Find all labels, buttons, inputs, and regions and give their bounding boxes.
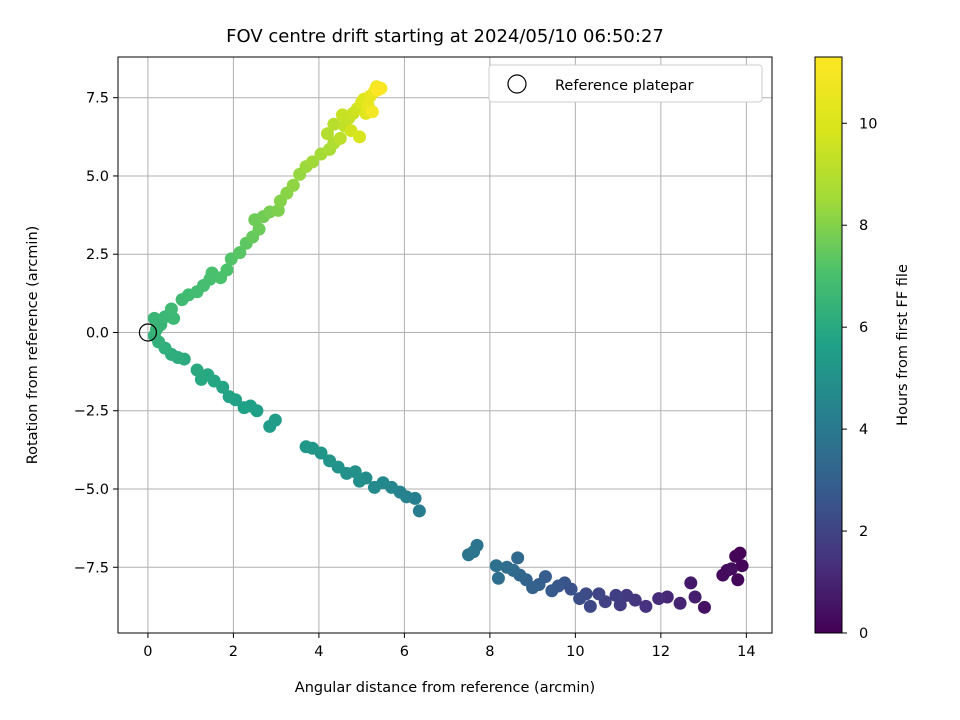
legend: Reference platepar bbox=[488, 64, 763, 103]
x-tick-label: 0 bbox=[143, 644, 152, 660]
data-point bbox=[323, 454, 337, 468]
grid bbox=[118, 57, 772, 633]
data-point bbox=[327, 117, 341, 131]
x-axis-ticks: 0 2 4 6 8 10 12 14 bbox=[143, 633, 756, 660]
x-tick-label: 6 bbox=[400, 644, 409, 660]
data-point bbox=[263, 419, 277, 433]
colorbar-tick-label: 10 bbox=[859, 116, 877, 132]
data-point bbox=[333, 131, 347, 145]
data-point bbox=[583, 599, 597, 613]
data-point bbox=[367, 480, 381, 494]
data-point bbox=[620, 588, 634, 602]
colorbar-tick-label: 6 bbox=[859, 320, 868, 336]
data-point bbox=[305, 155, 319, 169]
legend-open-circle-marker bbox=[507, 74, 527, 94]
data-point bbox=[365, 105, 379, 119]
data-point bbox=[220, 263, 234, 277]
data-point bbox=[511, 551, 525, 565]
y-tick-label: −7.5 bbox=[74, 560, 109, 576]
colorbar-tick-label: 2 bbox=[859, 524, 868, 540]
data-point bbox=[467, 545, 481, 559]
y-axis-ticks: −7.5 −5.0 −2.5 0.0 2.5 5.0 7.5 bbox=[74, 91, 118, 576]
data-point bbox=[688, 590, 702, 604]
data-point bbox=[500, 560, 514, 574]
x-tick-label: 4 bbox=[314, 644, 323, 660]
data-point bbox=[190, 363, 204, 377]
legend-label: Reference platepar bbox=[555, 78, 693, 94]
y-axis-label: Rotation from reference (arcmin) bbox=[25, 226, 41, 465]
colorbar-tick-label: 4 bbox=[859, 422, 868, 438]
colorbar-label: Hours from first FF file bbox=[895, 264, 911, 426]
data-point bbox=[735, 559, 749, 573]
data-points bbox=[147, 80, 749, 614]
data-point bbox=[609, 588, 623, 602]
reference-point-marker bbox=[138, 323, 158, 342]
data-point bbox=[673, 596, 687, 610]
data-point bbox=[286, 178, 300, 192]
y-tick-label: 7.5 bbox=[86, 91, 109, 107]
colorbar-gradient bbox=[814, 56, 843, 634]
data-point bbox=[320, 127, 334, 141]
data-point bbox=[222, 390, 236, 404]
colorbar-tick-label: 0 bbox=[859, 626, 868, 642]
x-tick-label: 2 bbox=[229, 644, 238, 660]
data-point bbox=[652, 592, 666, 606]
legend-box bbox=[488, 64, 763, 103]
data-point bbox=[335, 108, 349, 122]
y-tick-label: 0.0 bbox=[86, 325, 109, 341]
chart-title: FOV centre drift starting at 2024/05/10 … bbox=[226, 26, 664, 47]
data-point bbox=[147, 311, 161, 325]
data-point bbox=[237, 401, 251, 415]
data-point bbox=[697, 600, 711, 614]
data-point bbox=[371, 83, 385, 97]
data-point bbox=[491, 571, 505, 585]
data-point bbox=[724, 562, 738, 576]
data-point bbox=[545, 584, 559, 598]
data-point bbox=[684, 576, 698, 590]
data-point bbox=[353, 130, 367, 144]
colorbar: 0 2 4 6 8 10 Hours from first FF file bbox=[814, 56, 911, 642]
plot-frame bbox=[117, 56, 773, 634]
data-point bbox=[233, 246, 247, 260]
data-point bbox=[731, 573, 745, 587]
colorbar-ticks: 0 2 4 6 8 10 bbox=[842, 116, 877, 642]
data-point bbox=[412, 504, 426, 518]
data-point bbox=[573, 592, 587, 606]
x-tick-label: 8 bbox=[485, 644, 494, 660]
data-point bbox=[489, 559, 503, 573]
y-tick-label: 2.5 bbox=[86, 247, 109, 263]
x-tick-label: 14 bbox=[737, 644, 755, 660]
data-point bbox=[639, 599, 653, 613]
data-point bbox=[729, 549, 743, 563]
colorbar-tick-label: 8 bbox=[859, 218, 868, 234]
y-tick-label: 5.0 bbox=[86, 169, 109, 185]
x-tick-label: 12 bbox=[652, 644, 670, 660]
data-point bbox=[592, 587, 606, 601]
y-tick-label: −2.5 bbox=[74, 404, 109, 420]
y-tick-label: −5.0 bbox=[74, 482, 109, 498]
data-point bbox=[164, 302, 178, 316]
data-point bbox=[299, 440, 313, 454]
x-axis-label: Angular distance from reference (arcmin) bbox=[295, 680, 595, 696]
x-tick-label: 10 bbox=[566, 644, 584, 660]
